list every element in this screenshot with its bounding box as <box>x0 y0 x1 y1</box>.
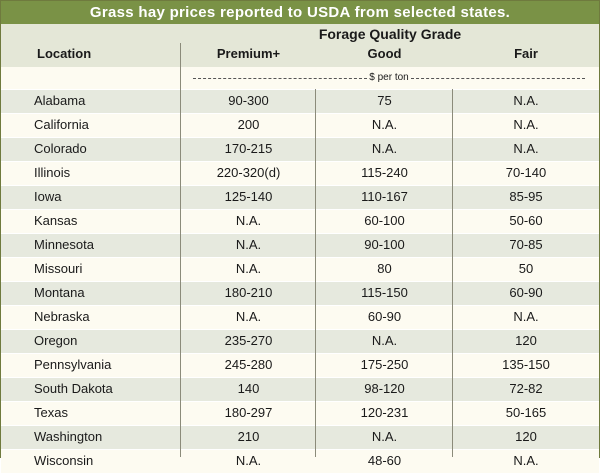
table-row: Texas 180-297 120-231 50-165 <box>1 401 599 425</box>
cell-premium: 170-215 <box>224 141 273 156</box>
cell-location: Texas <box>34 405 68 420</box>
cell-good: 60-90 <box>367 309 402 324</box>
cell-good: N.A. <box>371 429 398 444</box>
cell-location: Missouri <box>34 261 83 276</box>
cell-good: 115-240 <box>361 165 408 180</box>
cell-premium: 210 <box>237 429 260 444</box>
table-row: Alabama 90-300 75 N.A. <box>1 89 599 113</box>
cell-premium: 125-140 <box>224 189 273 204</box>
cell-location: Montana <box>34 285 85 300</box>
cell-premium: N.A. <box>235 261 262 276</box>
cell-good: 98-120 <box>364 381 405 396</box>
cell-location: Alabama <box>34 93 86 108</box>
cell-location: South Dakota <box>34 381 113 396</box>
cell-good: N.A. <box>371 117 398 132</box>
cell-premium: 180-210 <box>224 285 273 300</box>
table-row: Missouri N.A. 80 50 <box>1 257 599 281</box>
cell-location: Illinois <box>34 165 71 180</box>
cell-fair: 50-60 <box>509 213 543 228</box>
units-dash-left <box>193 77 368 79</box>
cell-location: Wisconsin <box>34 453 94 468</box>
cell-premium: N.A. <box>235 213 262 228</box>
cell-location: Colorado <box>34 141 87 156</box>
cell-premium: 200 <box>237 117 260 132</box>
cell-location: Nebraska <box>34 309 90 324</box>
column-header-location: Location <box>37 46 92 61</box>
units-row: $ per ton <box>1 67 599 88</box>
column-divider <box>180 43 181 457</box>
cell-location: California <box>34 117 89 132</box>
table-row: Oregon 235-270 N.A. 120 <box>1 329 599 353</box>
cell-good: N.A. <box>371 333 398 348</box>
column-group-label: Forage Quality Grade <box>318 26 462 42</box>
cell-premium: 180-297 <box>224 405 273 420</box>
cell-premium: N.A. <box>235 453 262 468</box>
cell-location: Iowa <box>34 189 62 204</box>
column-divider <box>452 89 453 457</box>
cell-good: 175-250 <box>360 357 409 372</box>
cell-location: Washington <box>34 429 103 444</box>
cell-good: 90-100 <box>364 237 405 252</box>
table-title: Grass hay prices reported to USDA from s… <box>1 1 599 24</box>
cell-fair: 135-150 <box>502 357 550 372</box>
table-row: California 200 N.A. N.A. <box>1 113 599 137</box>
cell-premium: 235-270 <box>224 333 273 348</box>
table-body: Alabama 90-300 75 N.A. California 200 N.A. N.A.… <box>1 89 599 473</box>
cell-good: N.A. <box>371 141 398 156</box>
cell-fair: 120 <box>515 333 537 348</box>
units-label: $ per ton <box>369 72 409 83</box>
cell-fair: N.A. <box>513 93 539 108</box>
cell-location: Minnesota <box>34 237 94 252</box>
cell-fair: 85-95 <box>509 189 543 204</box>
cell-fair: N.A. <box>513 453 539 468</box>
table-row: Pennsylvania 245-280 175-250 135-150 <box>1 353 599 377</box>
table-header: Forage Quality Grade Location Premium+ G… <box>1 24 599 67</box>
cell-fair: 120 <box>515 429 537 444</box>
table-row: Colorado 170-215 N.A. N.A. <box>1 137 599 161</box>
cell-good: 48-60 <box>367 453 402 468</box>
table-row: Montana 180-210 115-150 60-90 <box>1 281 599 305</box>
column-header-good: Good <box>367 46 402 61</box>
cell-location: Oregon <box>34 333 78 348</box>
units-line: $ per ton <box>193 67 586 88</box>
cell-good: 75 <box>377 93 392 108</box>
cell-fair: N.A. <box>513 141 539 156</box>
cell-fair: N.A. <box>513 117 539 132</box>
cell-good: 115-150 <box>361 285 408 300</box>
cell-fair: 70-85 <box>509 237 543 252</box>
cell-premium: N.A. <box>235 237 262 252</box>
cell-premium: 245-280 <box>224 357 273 372</box>
table-row: Kansas N.A. 60-100 50-60 <box>1 209 599 233</box>
table-row: Nebraska N.A. 60-90 N.A. <box>1 305 599 329</box>
cell-fair: 50 <box>518 261 534 276</box>
cell-location: Kansas <box>34 213 78 228</box>
cell-fair: 60-90 <box>509 285 543 300</box>
column-header-fair: Fair <box>514 46 538 61</box>
cell-good: 60-100 <box>364 213 405 228</box>
table-row: Iowa 125-140 110-167 85-95 <box>1 185 599 209</box>
cell-fair: N.A. <box>513 309 539 324</box>
column-divider <box>315 89 316 457</box>
cell-premium: 90-300 <box>228 93 269 108</box>
cell-premium: 220-320(d) <box>216 165 281 180</box>
table-row: Illinois 220-320(d) 115-240 70-140 <box>1 161 599 185</box>
cell-good: 110-167 <box>361 189 408 204</box>
cell-premium: 140 <box>237 381 260 396</box>
cell-premium: N.A. <box>235 309 262 324</box>
cell-location: Pennsylvania <box>34 357 112 372</box>
cell-fair: 72-82 <box>509 381 543 396</box>
table-row: Wisconsin N.A. 48-60 N.A. <box>1 449 599 473</box>
cell-fair: 70-140 <box>505 165 547 180</box>
table-row: Minnesota N.A. 90-100 70-85 <box>1 233 599 257</box>
column-header-premium: Premium+ <box>216 46 281 61</box>
cell-good: 80 <box>377 261 392 276</box>
table-row: Washington 210 N.A. 120 <box>1 425 599 449</box>
table-row: South Dakota 140 98-120 72-82 <box>1 377 599 401</box>
cell-fair: 50-165 <box>505 405 547 420</box>
units-dash-right <box>410 77 586 79</box>
cell-good: 120-231 <box>360 405 409 420</box>
